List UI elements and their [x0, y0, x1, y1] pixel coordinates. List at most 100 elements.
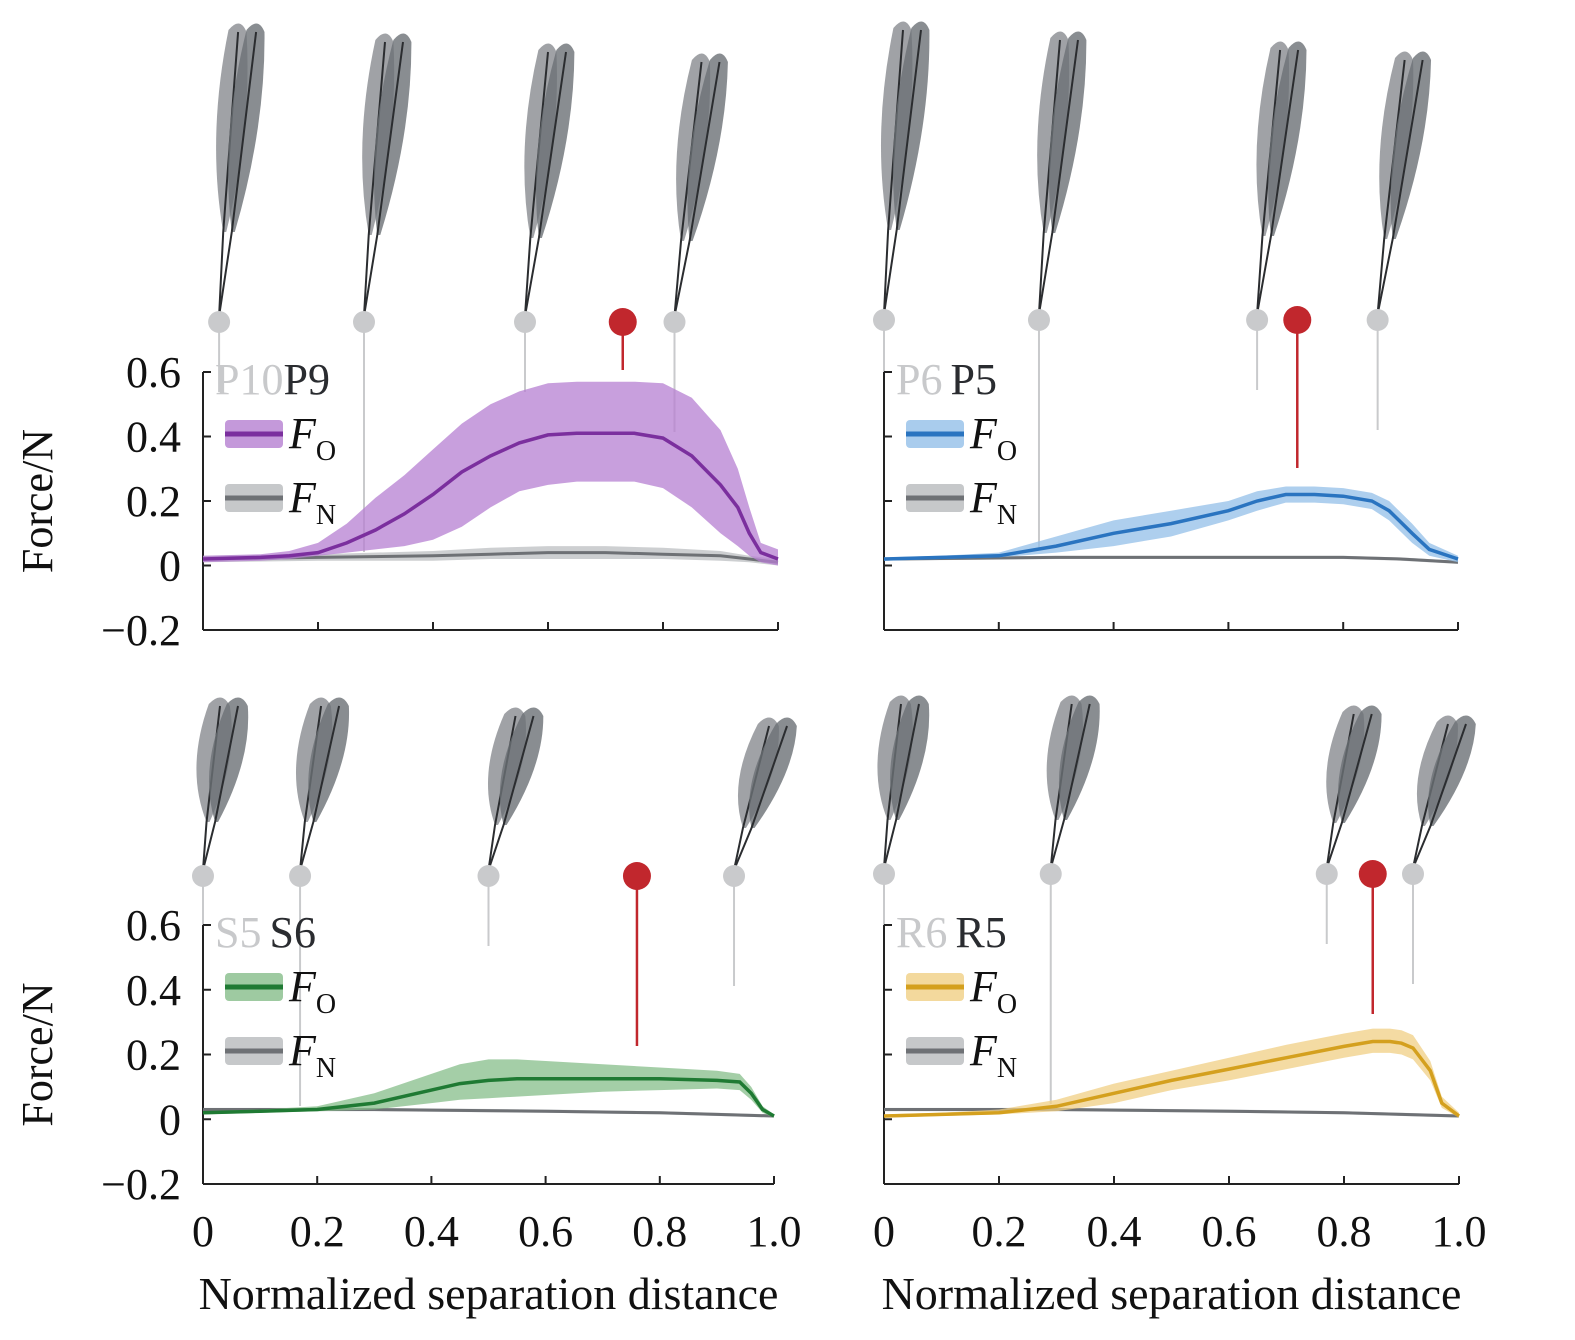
legend-label: FN: [969, 473, 1017, 531]
legend-label-sub: N: [316, 500, 336, 531]
feather-quill: [883, 29, 922, 315]
feather-quill: [1037, 39, 1079, 315]
y-tick-label: 0.6: [126, 348, 181, 397]
feather-quill: [218, 31, 240, 317]
panel-label: S5 S6: [215, 908, 316, 957]
y-tick-label: 0.2: [126, 477, 181, 526]
panel-label: R6 R5: [896, 908, 1007, 957]
panel-label: P6 P5: [896, 355, 997, 404]
fo-line: [202, 1077, 775, 1118]
feather-illustrations: [192, 697, 797, 1106]
y-tick-label: 0.2: [126, 1031, 181, 1080]
panel-label-dark: P5: [950, 355, 996, 404]
x-tick-label: 0.4: [404, 1207, 459, 1256]
peak-marker-dot: [1283, 306, 1312, 334]
fo-band: [203, 381, 778, 566]
legend-label-main: F: [969, 1026, 998, 1075]
feather-quill: [487, 715, 535, 871]
legend-label-sub: O: [997, 436, 1017, 467]
feather-quill: [218, 31, 258, 317]
y-tick-label: 0.4: [126, 966, 181, 1015]
feather-quill: [363, 41, 404, 317]
legend-label-sub: N: [997, 1053, 1017, 1084]
panel-label-light: R6: [896, 908, 947, 957]
x-tick-label: 0.2: [972, 1207, 1027, 1256]
feather-base-knob: [1039, 863, 1062, 885]
feather-base-knob: [289, 865, 312, 887]
fn-line: [202, 551, 779, 564]
feather-quill: [202, 705, 239, 871]
feather-quill: [1376, 59, 1406, 315]
fo-line: [202, 431, 779, 561]
y-tick-label: 0: [159, 542, 181, 591]
fo-band: [203, 1059, 774, 1118]
feather-base-knob: [1027, 309, 1050, 331]
x-axis-label: Normalized separation distance: [882, 1268, 1462, 1319]
feather-quill: [1325, 713, 1373, 869]
feather-vane: [208, 697, 249, 822]
feather-quill: [1412, 723, 1467, 869]
feather-base-knob: [723, 865, 746, 887]
legend-label: FO: [969, 962, 1017, 1020]
feather-quill: [299, 705, 341, 871]
panel-label-dark: S6: [269, 908, 315, 957]
x-tick-label: 0.6: [518, 1207, 573, 1256]
feather-vane: [1058, 695, 1100, 820]
feather-quill: [1376, 59, 1424, 315]
peak-marker-dot: [622, 862, 651, 890]
feather-vane: [308, 697, 350, 822]
legend-label: FO: [288, 962, 336, 1020]
fn-band: [203, 546, 778, 566]
feather-base-knob: [514, 311, 536, 333]
feather-quill: [524, 51, 549, 317]
feather-base-knob: [1366, 309, 1389, 331]
legend-label: FN: [969, 1026, 1017, 1084]
y-tick-label: 0.4: [126, 413, 181, 462]
feather-illustrations: [873, 21, 1432, 550]
fn-line: [883, 555, 1459, 564]
feather-base-knob: [1315, 863, 1338, 885]
feather-base-knob: [192, 865, 214, 887]
legend-label: FO: [969, 409, 1017, 467]
panel-label-dark: R5: [955, 908, 1006, 957]
legend-label-main: F: [288, 1026, 317, 1075]
y-tick-label: −0.2: [101, 1160, 181, 1209]
panel-label: P10P9: [215, 355, 330, 404]
feather-base-knob: [208, 311, 231, 333]
feather-base-knob: [873, 309, 895, 331]
legend-label-main: F: [288, 962, 317, 1011]
legend-label: FN: [288, 473, 336, 531]
feather-quill: [1037, 39, 1061, 315]
legend-label-main: F: [969, 962, 998, 1011]
feather-quill: [1256, 49, 1282, 315]
feather-base-knob: [663, 311, 686, 333]
feather-base-knob: [353, 311, 375, 333]
feather-quill: [1256, 49, 1300, 315]
legend-label-sub: N: [997, 500, 1017, 531]
x-tick-label: 0: [192, 1207, 214, 1256]
chart-panel-2: P6 P5 FO FN: [873, 21, 1459, 631]
legend-label-main: F: [288, 473, 317, 522]
feather-quill: [883, 703, 920, 869]
feather-quill: [524, 51, 567, 317]
feather-base-knob: [873, 863, 895, 885]
panel-label-light: S5: [215, 908, 261, 957]
feather-vane: [889, 695, 930, 820]
feather-base-knob: [1402, 863, 1424, 885]
y-tick-label: 0.6: [126, 901, 181, 950]
x-tick-label: 0.8: [1317, 1207, 1372, 1256]
fo-line: [883, 1039, 1461, 1118]
legend-label-main: F: [288, 409, 317, 458]
feather-quill: [883, 29, 904, 315]
x-tick-label: 0.6: [1202, 1207, 1257, 1256]
x-tick-label: 0: [873, 1207, 895, 1256]
x-tick-label: 1.0: [1432, 1207, 1487, 1256]
legend-label-sub: O: [316, 436, 336, 467]
panel-label-light: P6: [896, 355, 942, 404]
feather-base-knob: [477, 865, 500, 887]
chart-panel-4: 0 0.2 0.4 0.6 0.8 1.0 Normalized separation di…: [873, 695, 1487, 1319]
panel-label-dark: P9: [283, 355, 329, 404]
x-tick-label: 0.2: [290, 1207, 345, 1256]
feather-quill: [673, 61, 721, 317]
